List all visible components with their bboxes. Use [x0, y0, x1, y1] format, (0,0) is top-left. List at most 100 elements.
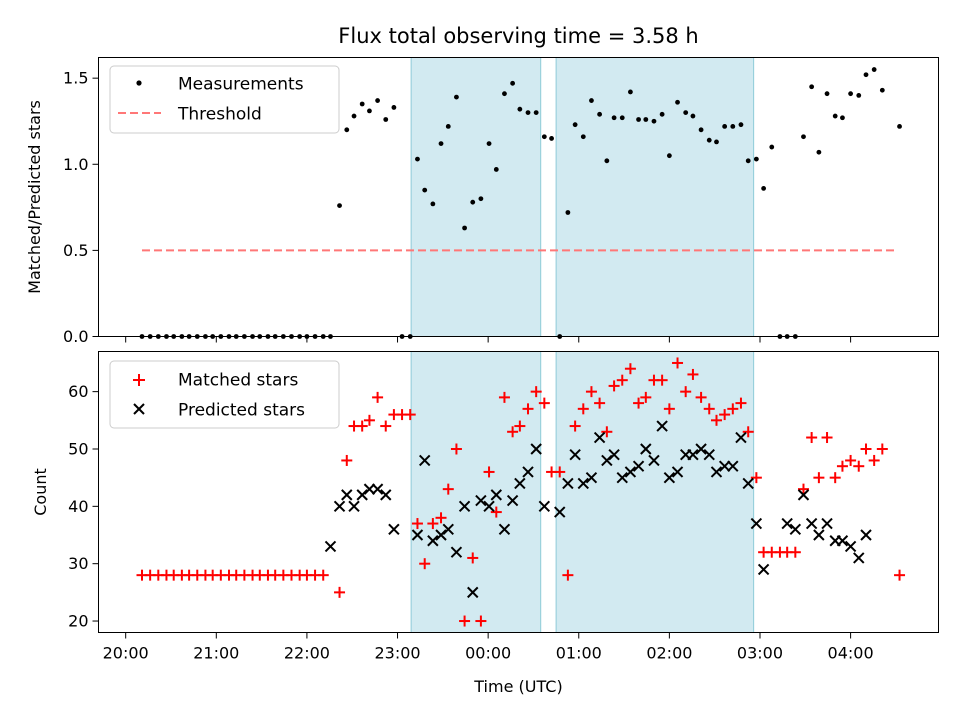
measurement-point — [351, 113, 357, 119]
measurement-point — [628, 89, 633, 95]
measurement-point — [422, 187, 428, 193]
predicted-star-point — [718, 460, 731, 472]
count-legend-box — [109, 360, 340, 429]
measurement-point — [683, 110, 689, 116]
predicted-star-point — [813, 529, 825, 541]
predicted-star-point — [656, 420, 668, 432]
matched-star-point — [813, 472, 825, 484]
matched-star-point — [868, 454, 880, 466]
measurement-point — [337, 203, 342, 209]
matched-star-point — [554, 466, 566, 478]
measurement-point — [769, 144, 775, 150]
matched-star-point — [467, 552, 479, 564]
measurement-point — [738, 122, 744, 128]
matched-star-point — [380, 420, 392, 432]
predicted-star-point — [371, 483, 384, 495]
measurement-point — [659, 111, 665, 117]
measurement-point — [801, 134, 806, 140]
predicted-star-point — [483, 500, 495, 513]
measurement-point — [525, 110, 531, 116]
predicted-star-point — [388, 523, 400, 535]
matched-star-point — [695, 391, 707, 403]
predicted-star-point — [781, 517, 793, 530]
predicted-star-point — [742, 477, 754, 490]
measurement-point — [871, 67, 877, 72]
matched-star-point — [894, 569, 906, 581]
ratio-legend-box — [109, 65, 340, 134]
measurement-point — [486, 141, 492, 147]
matched-star-point — [483, 466, 495, 478]
y-tick-label: 60 — [68, 382, 88, 401]
matched-star-point — [672, 357, 684, 369]
legend-predicted-label: Predicted stars — [178, 401, 305, 421]
predicted-star-point — [490, 489, 503, 501]
y-tick-label: 0.0 — [63, 327, 88, 346]
matched-star-point — [442, 483, 454, 495]
matched-star-point — [845, 454, 857, 466]
predicted-star-point — [530, 443, 542, 455]
predicted-star-point — [632, 460, 645, 472]
x-tick-label: 00:00 — [465, 644, 511, 663]
matched-star-point — [836, 460, 848, 472]
count-panel: 20 30 40 50 60 20:00 21:00 22:00 23:00 00:00 01:0… — [31, 351, 939, 696]
predicted-star-point — [695, 443, 707, 455]
predicted-star-point — [356, 489, 368, 501]
measurement-point — [809, 84, 815, 90]
matched-star-point — [317, 569, 329, 581]
predicted-star-point — [577, 477, 589, 490]
matched-star-point — [372, 391, 384, 403]
measurement-point — [572, 122, 578, 128]
predicted-star-point — [616, 471, 628, 484]
measurement-point — [510, 80, 516, 86]
measurement-point — [415, 156, 420, 162]
matched-star-point — [680, 386, 692, 398]
predicted-star-point — [671, 466, 684, 478]
measurement-point — [454, 94, 459, 100]
measurement-point — [517, 106, 523, 112]
y-tick-label: 1.0 — [63, 155, 88, 174]
predicted-star-point — [411, 529, 424, 541]
measurement-point — [643, 117, 649, 122]
measurement-point — [430, 201, 436, 207]
predicted-star-point — [514, 477, 526, 490]
matched-star-point — [821, 432, 833, 444]
observing-window — [410, 351, 542, 633]
ratio-legend: Measurements Threshold — [109, 65, 340, 134]
matched-star-point — [490, 506, 502, 518]
measurement-point — [589, 98, 594, 103]
x-axis-label: Time (UTC) — [473, 677, 562, 696]
matched-star-point — [640, 391, 652, 403]
predicted-star-point — [687, 449, 699, 461]
observing-window-shades-bottom — [410, 351, 755, 633]
measurement-point — [856, 92, 862, 98]
measurement-point — [832, 113, 838, 119]
measurement-point — [541, 134, 547, 140]
predicted-star-point — [324, 540, 337, 553]
y-tick-label: 20 — [68, 612, 88, 631]
predicted-star-point — [348, 500, 360, 513]
predicted-star-point — [554, 506, 566, 518]
x-tick-label: 01:00 — [556, 644, 602, 663]
measurement-point — [879, 87, 885, 93]
measurement-point — [597, 111, 603, 117]
legend-measurements-marker — [136, 80, 142, 86]
measurement-point — [753, 156, 759, 162]
matched-star-point — [633, 397, 645, 409]
matched-star-point — [663, 403, 675, 415]
legend-matched-marker — [133, 374, 145, 386]
matched-star-point — [522, 403, 534, 415]
matched-star-point — [735, 397, 747, 409]
predicted-star-point — [601, 454, 613, 467]
x-tick-label: 23:00 — [374, 644, 420, 663]
measurement-point — [824, 91, 830, 97]
measurement-point — [722, 123, 728, 129]
x-tick-label: 22:00 — [284, 644, 330, 663]
measurement-point — [619, 115, 625, 121]
measurement-point — [745, 158, 751, 164]
predicted-star-point — [727, 460, 739, 472]
measurement-point — [375, 98, 380, 103]
matched-star-point — [860, 443, 872, 455]
matched-star-point — [475, 615, 487, 627]
measurement-point — [383, 117, 389, 122]
measurement-point — [840, 115, 845, 121]
